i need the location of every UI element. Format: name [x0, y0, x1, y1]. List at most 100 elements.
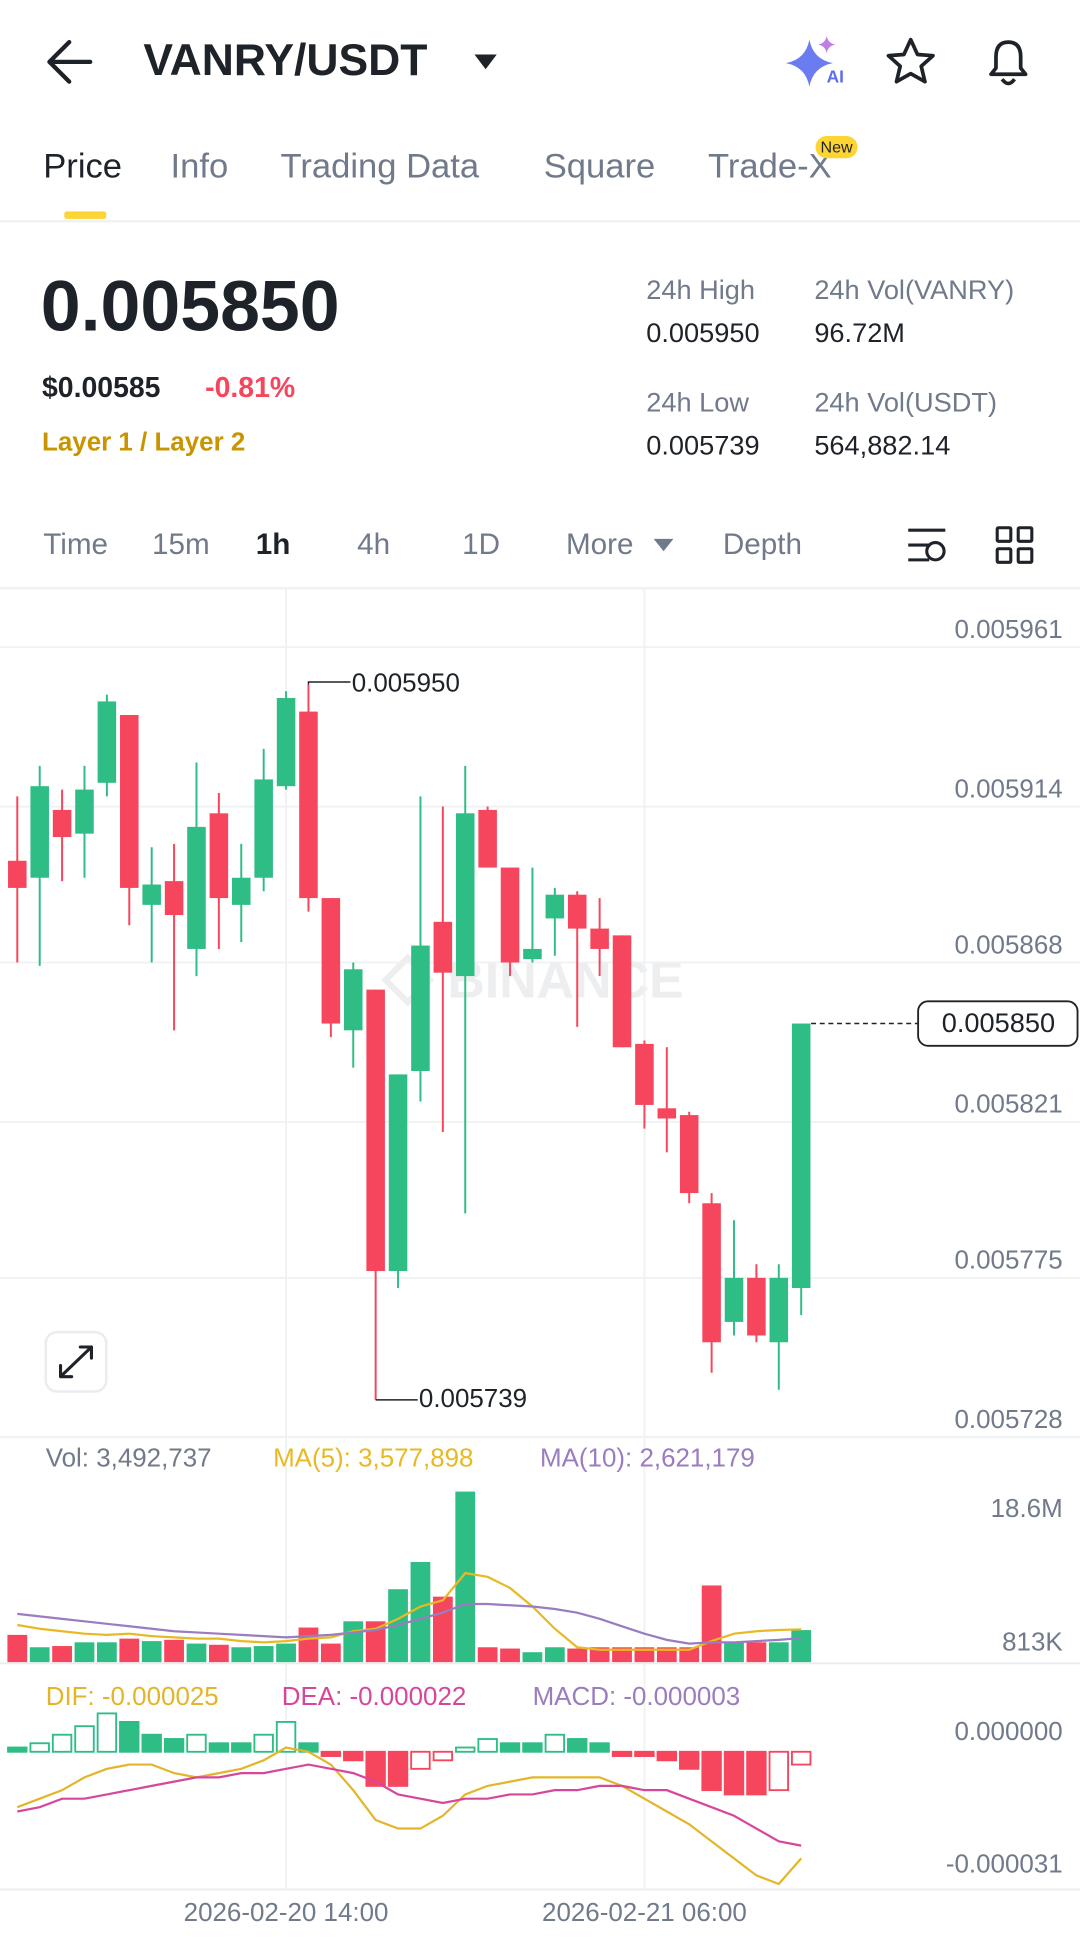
macd-bar [208, 1742, 230, 1753]
macd-bar [7, 1746, 28, 1753]
ai-sparkle [785, 39, 833, 87]
alert-button[interactable] [989, 40, 1028, 86]
macd-bar [365, 1750, 386, 1787]
vol-legend: Vol: 3,492,737 [46, 1444, 212, 1472]
macd-bar [611, 1750, 633, 1757]
stat-label: 24h Vol(USDT) [814, 386, 997, 417]
candle-body [187, 826, 206, 949]
category-tag[interactable]: Layer 1 / Layer 2 [42, 429, 245, 457]
volume-bar [679, 1647, 700, 1663]
stat-label: 24h High [646, 274, 755, 305]
volume-tick-label: 18.6M [991, 1495, 1063, 1523]
volume-bar [276, 1643, 296, 1663]
volume-bar [746, 1642, 767, 1663]
macd-tick-label: 0.000000 [955, 1718, 1063, 1746]
macd-bar [51, 1733, 73, 1753]
candle-body [567, 894, 587, 929]
macd-bar [253, 1733, 274, 1753]
candle-body [142, 884, 161, 905]
candle-body [679, 1115, 699, 1194]
timeframe[interactable]: Depth [723, 528, 802, 561]
back-button[interactable] [47, 39, 93, 84]
tab[interactable]: Trade-X [708, 147, 832, 185]
settings-circle [925, 541, 946, 562]
macd-bar [455, 1746, 476, 1753]
tab-indicator [64, 211, 107, 219]
macd-bar [499, 1742, 521, 1753]
macd-bar [343, 1750, 364, 1762]
macd-bar [768, 1750, 789, 1792]
timeframe[interactable]: 1D [462, 528, 500, 561]
volume-bar [432, 1596, 453, 1663]
candle-body [500, 867, 520, 963]
layout-cell [1016, 547, 1034, 564]
chart: 2026-02-20 14:00 2026-02-21 06:00 0.005961… [0, 589, 1080, 1927]
watermark-text: BINANCE [447, 950, 683, 1008]
stat-value: 96.72M [814, 317, 905, 348]
timeframe[interactable]: 15m [152, 528, 210, 561]
timeframe[interactable]: Time [43, 528, 108, 561]
candle-body [478, 809, 497, 868]
macd-bar [589, 1742, 610, 1753]
stat-value: 564,882.14 [814, 430, 950, 461]
y-tick-label: 0.005914 [955, 775, 1063, 803]
fullscreen-button[interactable] [44, 1330, 108, 1393]
volume-bar [791, 1630, 812, 1663]
fullscreen-icon [59, 1345, 93, 1379]
pair-dropdown[interactable] [474, 54, 497, 70]
layout-cell [995, 547, 1013, 564]
candle-body [164, 881, 184, 916]
high-marker-label: 0.005950 [352, 669, 460, 697]
volume-bar [97, 1642, 117, 1663]
timeframe-more[interactable]: More [566, 528, 634, 561]
pair-title[interactable]: VANRY/USDT [143, 36, 427, 85]
y-tick-label: 0.005961 [955, 616, 1063, 644]
stat-value: 0.005739 [646, 430, 759, 461]
macd-bar [231, 1742, 252, 1753]
volume-bar [410, 1561, 431, 1663]
low-marker-label: 0.005739 [419, 1385, 527, 1413]
tab[interactable]: Trading Data [281, 147, 480, 185]
layout-button[interactable] [995, 526, 1034, 564]
favorite-button[interactable] [886, 37, 935, 84]
tab-active[interactable]: Price [43, 147, 122, 185]
candle-body [702, 1203, 721, 1343]
candle-body [276, 698, 296, 787]
tab[interactable]: Square [544, 147, 656, 185]
candle-body [388, 1074, 408, 1272]
volume-bar [768, 1642, 789, 1663]
new-badge [815, 136, 858, 159]
ai-button[interactable]: AI [785, 35, 844, 87]
volume-bar [164, 1639, 184, 1663]
volume-bar [477, 1647, 498, 1663]
volume-bar [231, 1647, 252, 1663]
stat-value: 0.005950 [646, 317, 759, 348]
volume-bar [500, 1648, 520, 1663]
more-dropdown[interactable] [653, 538, 674, 552]
macd-bar [723, 1750, 745, 1796]
new-badge-text: New [821, 139, 854, 157]
indicator-settings-button[interactable] [908, 528, 946, 562]
candle-body [635, 1043, 654, 1105]
candle-body [747, 1277, 766, 1336]
timeframe[interactable]: 4h [357, 528, 390, 561]
candle-body [366, 989, 385, 1272]
macd-bar [791, 1750, 812, 1766]
ma10-legend: MA(10): 2,621,179 [540, 1444, 755, 1472]
timeframe-active[interactable]: 1h [256, 528, 291, 561]
tab[interactable]: Info [171, 147, 229, 185]
candle-body [791, 1023, 811, 1289]
dea-legend: DEA: -0.000022 [282, 1683, 467, 1711]
layout-cell [1016, 526, 1034, 543]
macd-bar [656, 1750, 678, 1762]
volume-tick-label: 813K [1002, 1628, 1063, 1656]
candle-body [75, 789, 94, 834]
volume-bar [701, 1585, 722, 1663]
volume-bar [455, 1491, 476, 1663]
macd-bar [634, 1750, 655, 1757]
stat-label: 24h Low [646, 386, 749, 417]
usd-price: $0.00585 [42, 372, 160, 404]
y-tick-label: 0.005728 [955, 1406, 1063, 1434]
volume-bar [119, 1638, 140, 1663]
